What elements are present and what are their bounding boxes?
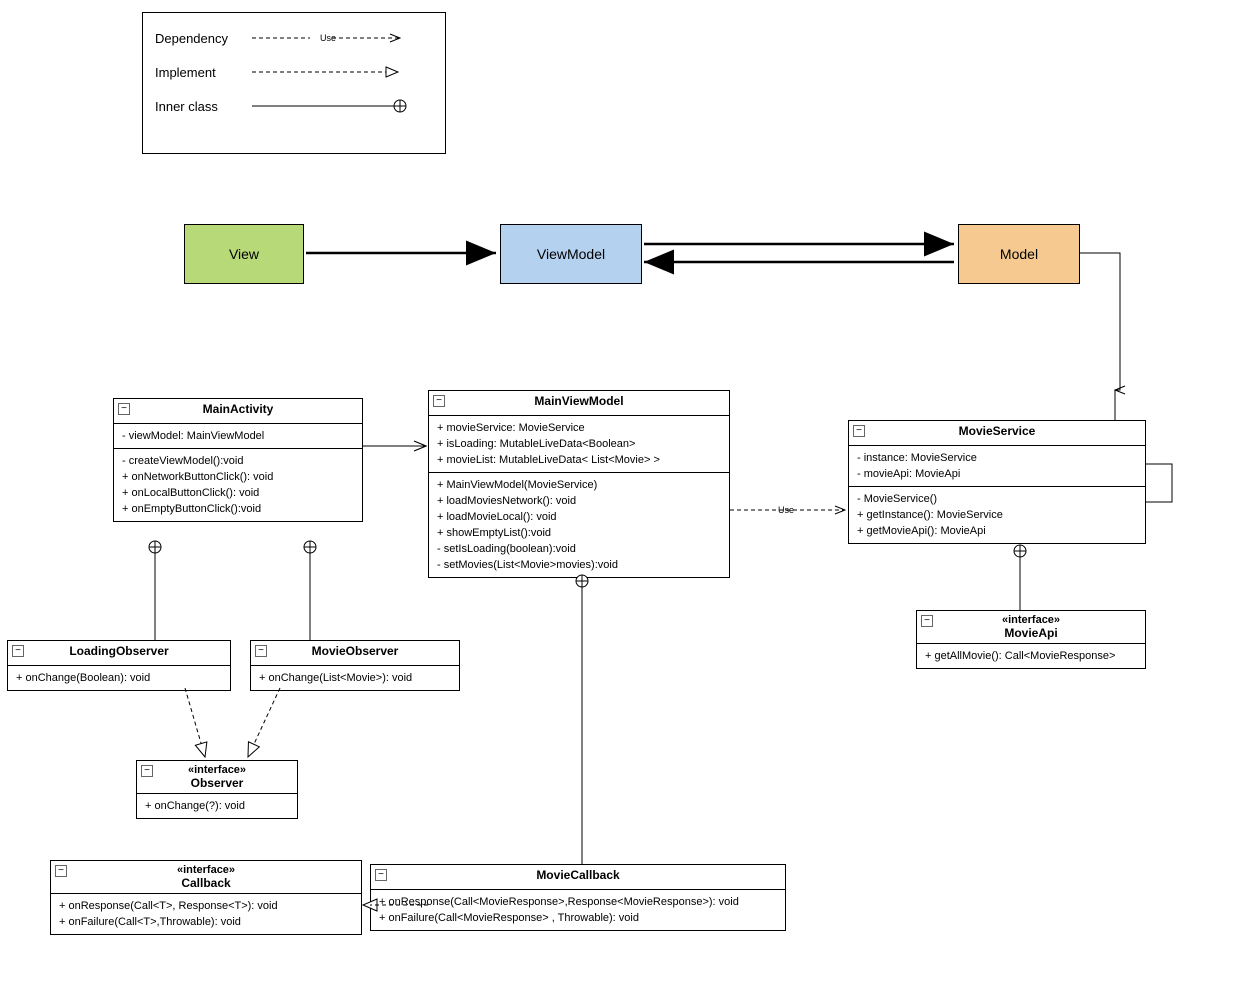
class-callback: − «interface» Callback + onResponse(Call…	[50, 860, 362, 935]
collapse-icon[interactable]: −	[375, 869, 387, 881]
collapse-icon[interactable]: −	[433, 395, 445, 407]
stereotype: «interface»	[55, 864, 357, 876]
class-title: Callback	[55, 876, 357, 890]
class-title: MainViewModel	[534, 394, 623, 408]
collapse-icon[interactable]: −	[118, 403, 130, 415]
ops: + onChange(Boolean): void	[8, 666, 230, 690]
class-title: Observer	[141, 776, 293, 790]
use-label: Use	[778, 505, 794, 515]
class-mainactivity: − MainActivity - viewModel: MainViewMode…	[113, 398, 363, 522]
mvvm-viewmodel-label: ViewModel	[537, 246, 605, 262]
class-title: MovieService	[959, 424, 1036, 438]
mvvm-model-label: Model	[1000, 246, 1038, 262]
class-movieservice: − MovieService - instance: MovieService …	[848, 420, 1146, 544]
collapse-icon[interactable]: −	[12, 645, 24, 657]
ops: - createViewModel():void + onNetworkButt…	[114, 449, 362, 521]
ops: - MovieService() + getInstance(): MovieS…	[849, 487, 1145, 543]
ops: + MainViewModel(MovieService) + loadMovi…	[429, 473, 729, 577]
class-movieobserver: − MovieObserver + onChange(List<Movie>):…	[250, 640, 460, 691]
ops: + onResponse(Call<T>, Response<T>): void…	[51, 894, 361, 934]
stereotype: «interface»	[921, 614, 1141, 626]
class-title: MovieCallback	[536, 868, 619, 882]
collapse-icon[interactable]: −	[921, 615, 933, 627]
ops: + onResponse(Call<MovieResponse>,Respons…	[371, 890, 785, 930]
legend-dependency-label: Dependency	[155, 31, 250, 46]
class-title: MainActivity	[203, 402, 274, 416]
legend-innerclass-row: Inner class	[155, 89, 433, 123]
collapse-icon[interactable]: −	[55, 865, 67, 877]
class-title: LoadingObserver	[69, 644, 168, 658]
attrs: - viewModel: MainViewModel	[114, 424, 362, 449]
attrs: - instance: MovieService - movieApi: Mov…	[849, 446, 1145, 487]
mvvm-viewmodel-box: ViewModel	[500, 224, 642, 284]
ops: + onChange(List<Movie>): void	[251, 666, 459, 690]
class-movieapi: − «interface» MovieApi + getAllMovie(): …	[916, 610, 1146, 669]
class-mainviewmodel: − MainViewModel + movieService: MovieSer…	[428, 390, 730, 578]
class-title: MovieApi	[921, 626, 1141, 640]
ops: + onChange(?): void	[137, 794, 297, 818]
attrs: + movieService: MovieService + isLoading…	[429, 416, 729, 473]
stereotype: «interface»	[141, 764, 293, 776]
legend-implement-line	[250, 62, 410, 82]
class-moviecallback: − MovieCallback + onResponse(Call<MovieR…	[370, 864, 786, 931]
legend-innerclass-line	[250, 96, 410, 116]
class-title: MovieObserver	[312, 644, 399, 658]
legend-box: Dependency Use Implement Inner class	[142, 12, 446, 154]
ops: + getAllMovie(): Call<MovieResponse>	[917, 644, 1145, 668]
legend-dependency-line: Use	[250, 28, 410, 48]
legend-implement-label: Implement	[155, 65, 250, 80]
collapse-icon[interactable]: −	[853, 425, 865, 437]
mvvm-view-label: View	[229, 246, 259, 262]
legend-innerclass-label: Inner class	[155, 99, 250, 114]
collapse-icon[interactable]: −	[141, 765, 153, 777]
legend-implement-row: Implement	[155, 55, 433, 89]
legend-dependency-row: Dependency Use	[155, 21, 433, 55]
mvvm-view-box: View	[184, 224, 304, 284]
collapse-icon[interactable]: −	[255, 645, 267, 657]
mvvm-model-box: Model	[958, 224, 1080, 284]
class-loadingobserver: − LoadingObserver + onChange(Boolean): v…	[7, 640, 231, 691]
class-observer: − «interface» Observer + onChange(?): vo…	[136, 760, 298, 819]
